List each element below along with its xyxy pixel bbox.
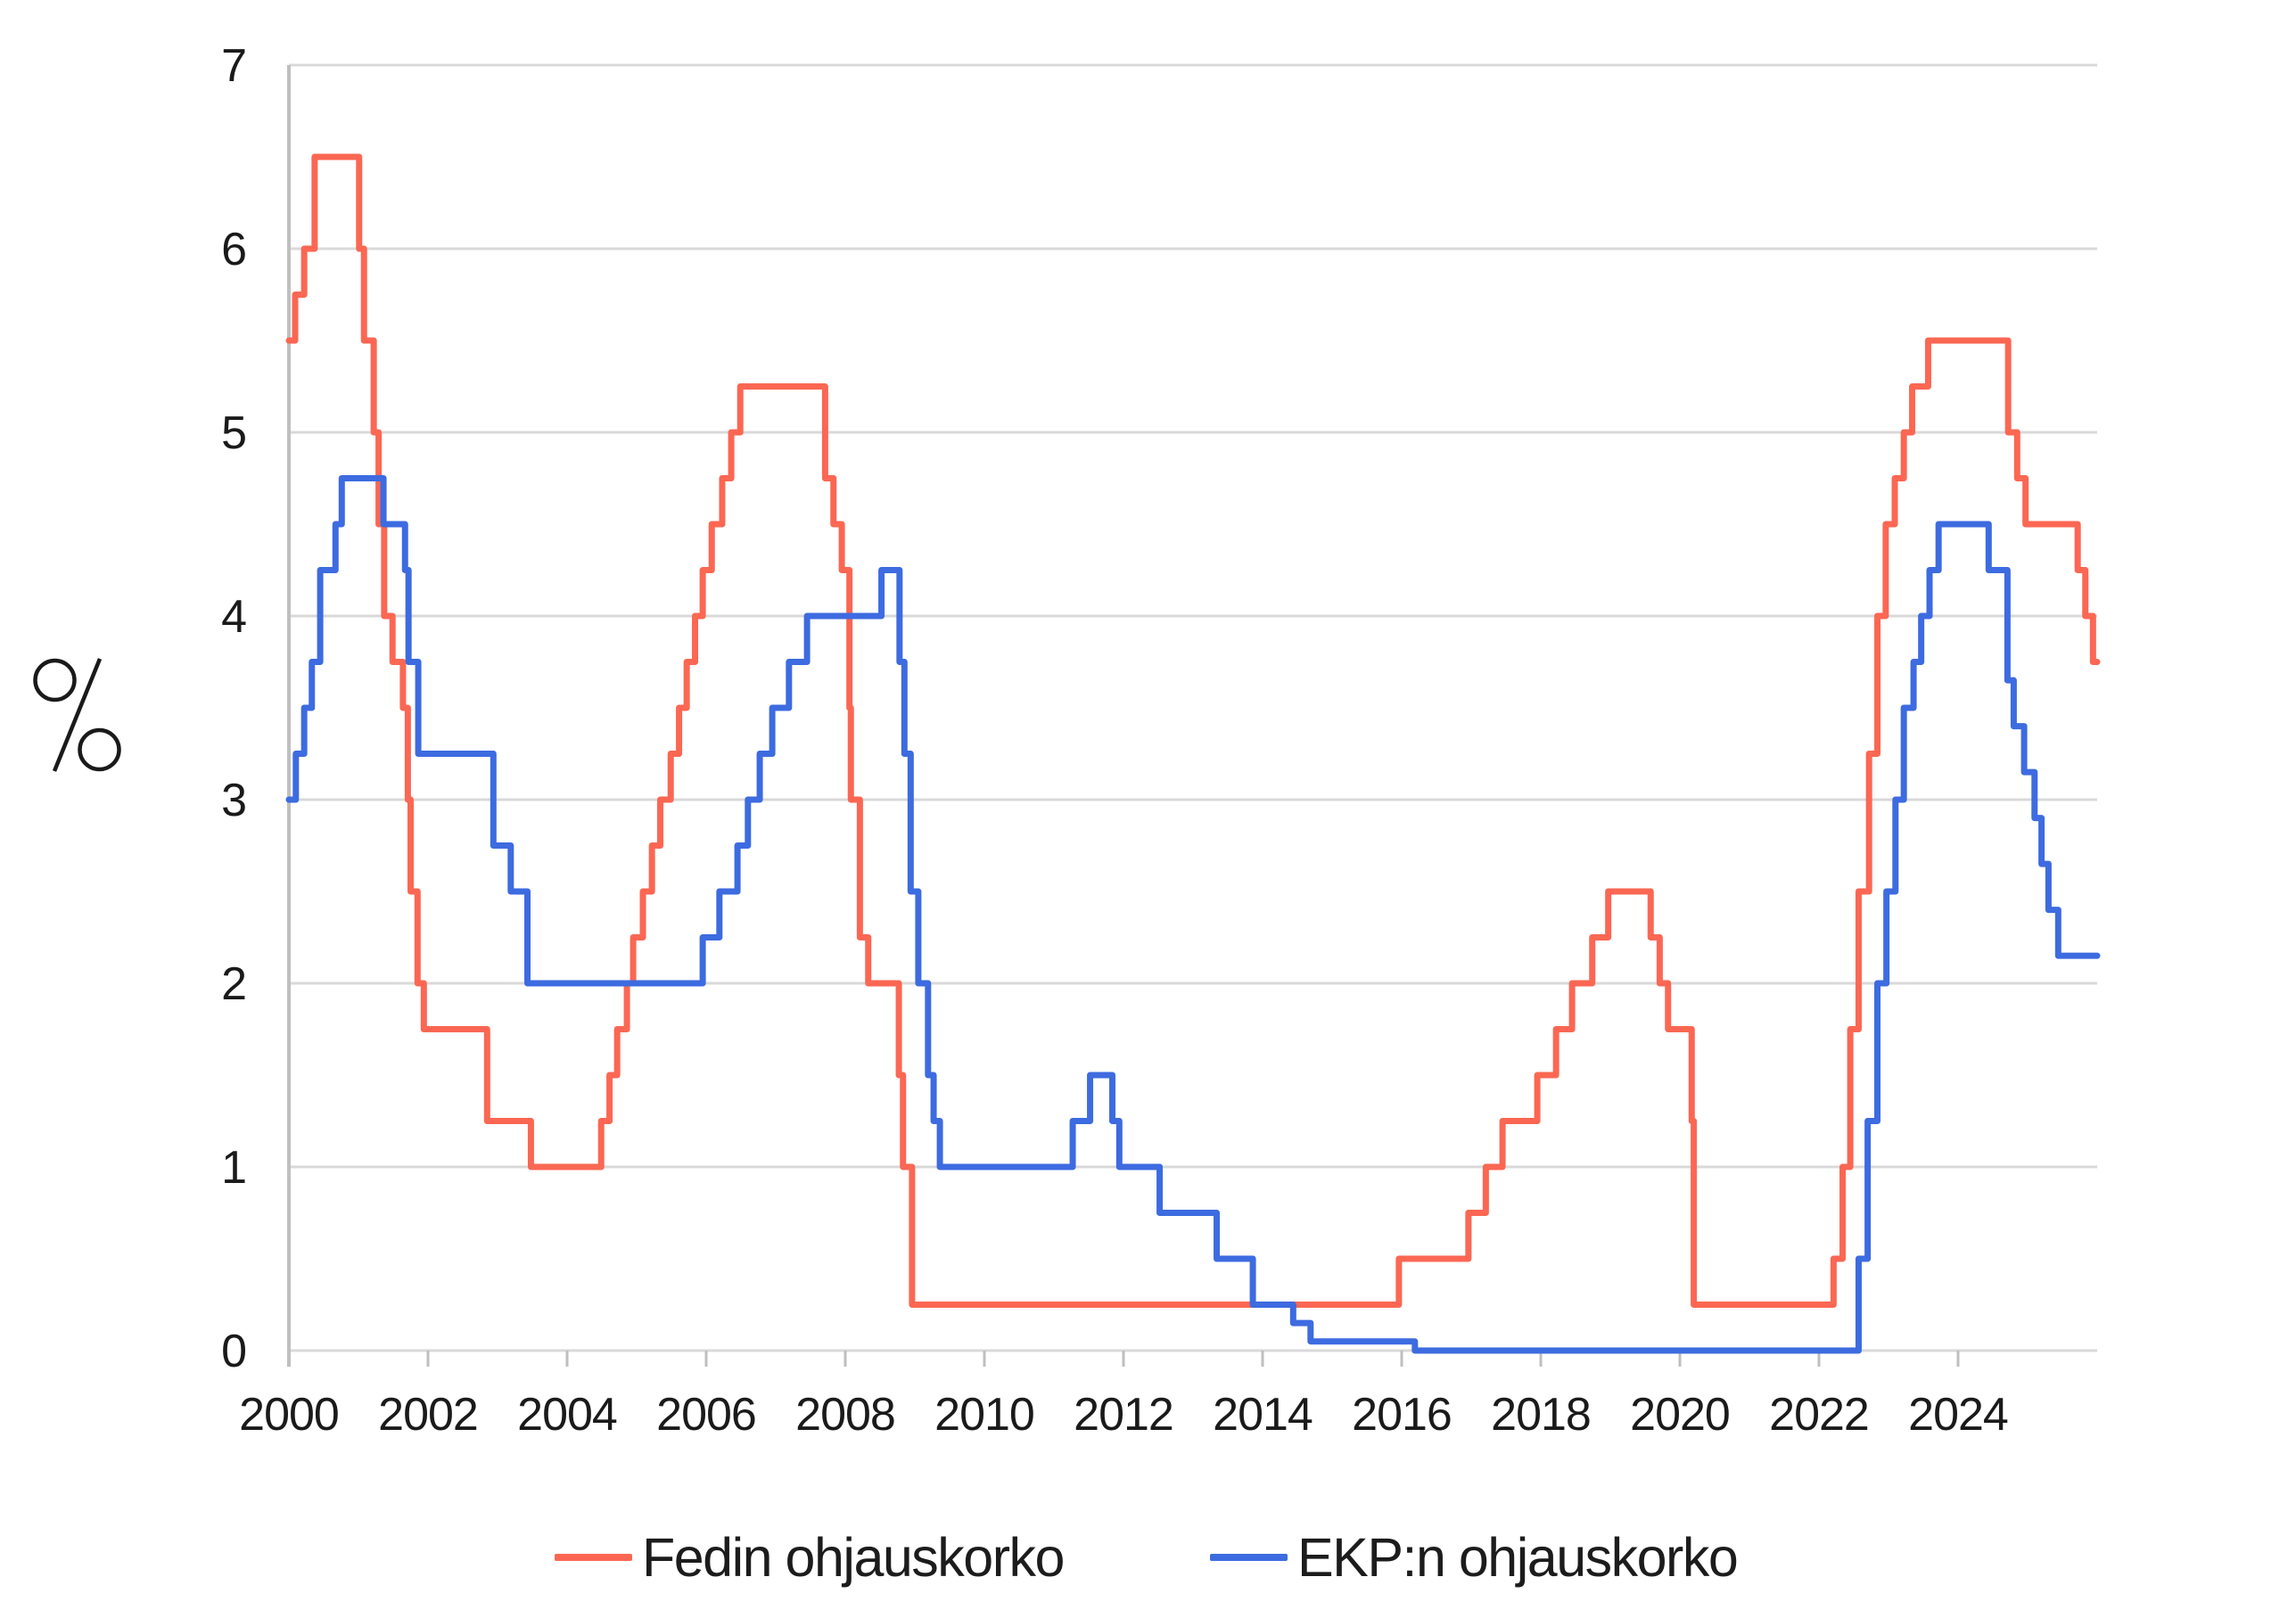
y-tick-label-6: 6 <box>221 224 246 275</box>
legend-item-fed: Fedin ohjauskorko <box>555 1526 1065 1589</box>
chart-legend: Fedin ohjauskorko EKP:n ohjauskorko <box>0 1526 2296 1597</box>
fed-line-swatch <box>555 1554 632 1561</box>
ecb-line-swatch <box>1210 1554 1288 1561</box>
y-tick-label-1: 1 <box>221 1142 246 1194</box>
x-tick-label-2016: 2016 <box>1352 1389 1452 1441</box>
x-tick-label-2020: 2020 <box>1630 1389 1730 1441</box>
x-tick-label-2004: 2004 <box>517 1389 617 1441</box>
y-tick-label-3: 3 <box>221 775 246 826</box>
x-tick-label-2022: 2022 <box>1769 1389 1869 1441</box>
y-tick-label-2: 2 <box>221 958 246 1010</box>
percent-symbol <box>33 658 121 772</box>
y-tick-label-4: 4 <box>221 591 246 643</box>
x-tick-label-2014: 2014 <box>1213 1389 1313 1441</box>
y-tick-label-7: 7 <box>221 40 246 92</box>
x-tick-label-2018: 2018 <box>1491 1389 1591 1441</box>
x-tick-label-2002: 2002 <box>378 1389 478 1441</box>
x-tick-label-2012: 2012 <box>1074 1389 1173 1441</box>
x-tick-label-2006: 2006 <box>656 1389 756 1441</box>
x-tick-label-2010: 2010 <box>934 1389 1034 1441</box>
y-tick-label-0: 0 <box>221 1326 246 1377</box>
legend-item-ecb: EKP:n ohjauskorko <box>1210 1526 1739 1589</box>
y-tick-label-5: 5 <box>221 407 246 459</box>
legend-label-fed: Fedin ohjauskorko <box>642 1527 1065 1588</box>
x-tick-label-2008: 2008 <box>795 1389 895 1441</box>
series-line-ecb <box>285 475 2101 1354</box>
x-tick-label-2000: 2000 <box>239 1389 339 1441</box>
series-line-fed <box>285 153 2101 1308</box>
legend-label-ecb: EKP:n ohjauskorko <box>1297 1527 1739 1588</box>
x-tick-label-2024: 2024 <box>1908 1389 2008 1441</box>
